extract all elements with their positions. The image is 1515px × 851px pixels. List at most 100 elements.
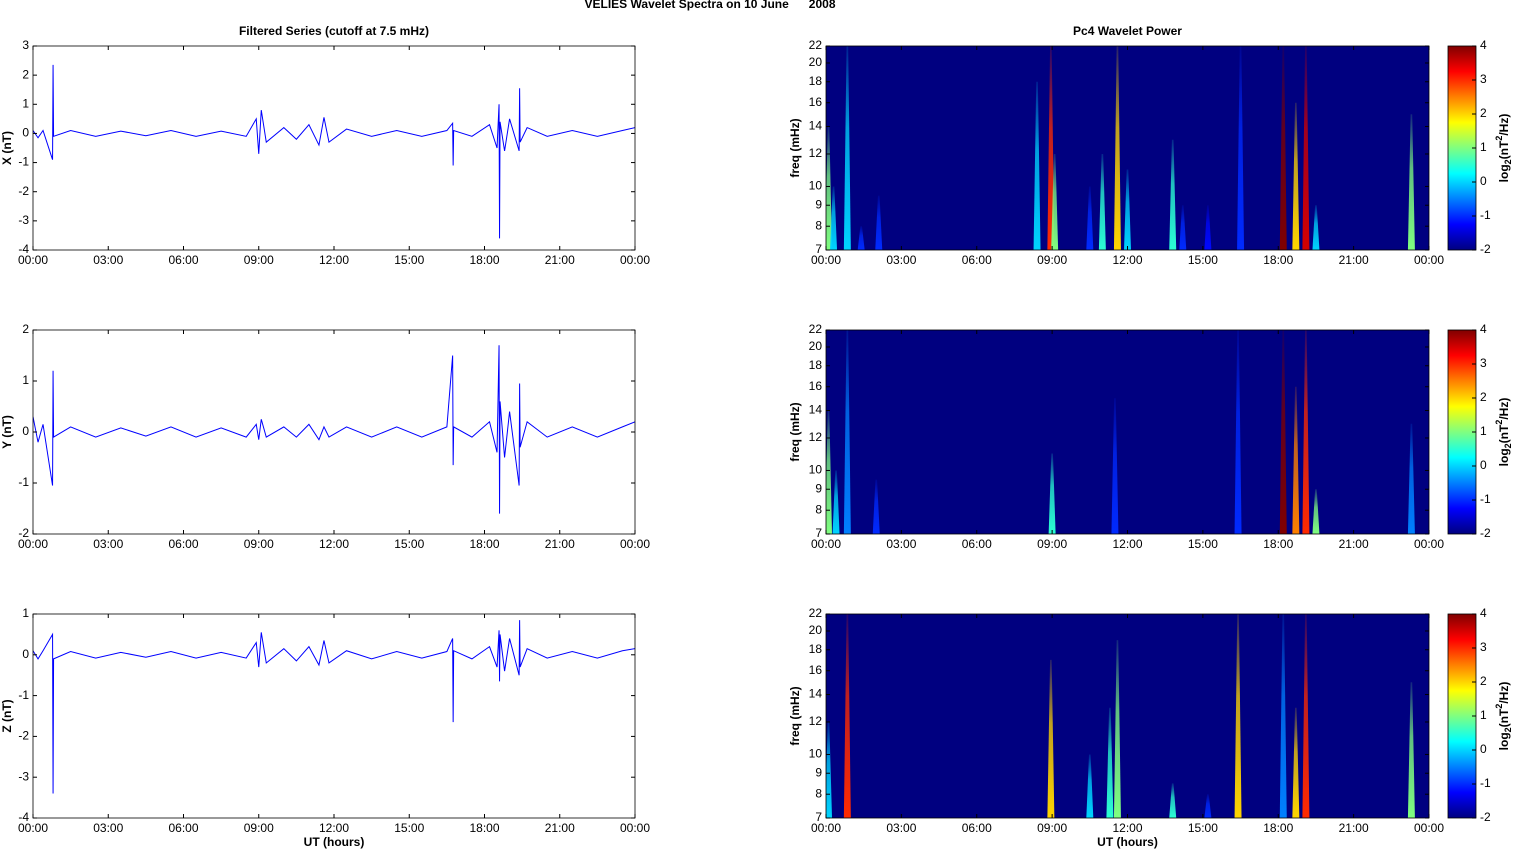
colorbar (1447, 613, 1477, 819)
colorbar-label-part: 2 (1494, 136, 1504, 141)
y-axis-label: Y (nT) (0, 415, 14, 449)
y-tick-label: 16 (809, 663, 823, 677)
x-tick-label: 03:00 (886, 821, 916, 835)
y-tick-label: -2 (18, 526, 29, 540)
power-burst (1169, 139, 1177, 250)
x-tick-label: 09:00 (244, 821, 274, 835)
power-burst (1048, 453, 1056, 534)
colorbar-tick-label: -2 (1480, 526, 1491, 540)
power-burst (1302, 46, 1310, 250)
power-burst (1111, 398, 1119, 534)
x-tick-label: 00:00 (811, 537, 841, 551)
x-axis-label: UT (hours) (304, 835, 365, 849)
x-tick-label: 18:00 (469, 537, 499, 551)
x-tick-label: 00:00 (18, 537, 48, 551)
x-tick-label: 21:00 (545, 253, 575, 267)
x-tick-label: 06:00 (962, 537, 992, 551)
x-tick-label: 15:00 (394, 537, 424, 551)
x-tick-label: 09:00 (244, 537, 274, 551)
y-tick-label: -1 (18, 155, 29, 169)
colorbar-tick-label: 1 (1480, 424, 1487, 438)
y-tick-label: 14 (809, 119, 823, 133)
x-tick-label: 06:00 (168, 253, 198, 267)
x-tick-label: 21:00 (1339, 537, 1369, 551)
panel-title: Filtered Series (cutoff at 7.5 mHz) (239, 24, 429, 38)
colorbar-label-part: (nT (1497, 424, 1511, 443)
x-tick-label: 09:00 (1037, 253, 1067, 267)
y-tick-label: 20 (809, 55, 823, 69)
x-tick-label: 21:00 (1339, 821, 1369, 835)
power-burst (832, 470, 840, 534)
x-tick-label: 15:00 (394, 821, 424, 835)
power-burst (1407, 114, 1415, 250)
power-burst (1169, 783, 1177, 818)
y-axis-label: X (nT) (0, 131, 14, 165)
y-tick-label: 12 (809, 714, 823, 728)
y-tick-label: -3 (18, 769, 29, 783)
spectrogram-background (826, 330, 1429, 534)
y-tick-label: 1 (22, 96, 29, 110)
spectrogram (826, 46, 1415, 250)
colorbar-label-part: 2 (1503, 159, 1513, 164)
y-tick-label: 20 (809, 339, 823, 353)
y-tick-label: 9 (815, 765, 822, 779)
x-tick-label: 09:00 (1037, 537, 1067, 551)
power-burst (1279, 614, 1287, 818)
plot-area (33, 614, 635, 818)
y-tick-label: 1 (22, 373, 29, 387)
x-tick-label: 12:00 (319, 253, 349, 267)
power-burst (1237, 46, 1245, 250)
x-tick-label: 15:00 (394, 253, 424, 267)
y-tick-label: 18 (809, 358, 823, 372)
x-tick-label: 12:00 (319, 821, 349, 835)
colorbar-label-part: log (1497, 732, 1511, 750)
spectrogram-background (826, 614, 1429, 818)
x-tick-label: 06:00 (168, 537, 198, 551)
power-burst (1312, 489, 1320, 534)
power-burst (1279, 330, 1287, 534)
colorbar-tick-label: 2 (1480, 106, 1487, 120)
y-tick-label: 10 (809, 179, 823, 193)
colorbar-label-part: /Hz) (1497, 114, 1511, 136)
colorbar-tick-label: 2 (1480, 674, 1487, 688)
colorbar-label-part: log (1497, 448, 1511, 466)
x-tick-label: 12:00 (1112, 821, 1142, 835)
x-tick-label: 00:00 (620, 537, 650, 551)
colorbar (1447, 329, 1477, 535)
power-burst (1051, 153, 1059, 250)
colorbar-tick-label: -1 (1480, 492, 1491, 506)
colorbar-label: log2(nT2/Hz) (1494, 682, 1513, 751)
x-tick-label: 00:00 (620, 253, 650, 267)
power-burst (1279, 46, 1287, 250)
y-tick-label: 22 (809, 606, 823, 620)
y-tick-label: 0 (22, 647, 29, 661)
power-burst (857, 226, 865, 250)
colorbar-tick-label: 0 (1480, 174, 1487, 188)
x-tick-label: 15:00 (1188, 253, 1218, 267)
colorbar-label-part: 2 (1503, 727, 1513, 732)
y-tick-label: 18 (809, 74, 823, 88)
colorbar-tick-label: -2 (1480, 242, 1491, 256)
colorbar-tick-label: 3 (1480, 356, 1487, 370)
power-burst (1292, 386, 1300, 534)
colorbar-tick-label: -2 (1480, 810, 1491, 824)
power-burst (1086, 754, 1094, 818)
x-tick-label: 06:00 (962, 253, 992, 267)
y-axis-label: freq (mHz) (788, 118, 802, 177)
y-tick-label: -3 (18, 213, 29, 227)
y-tick-label: 8 (815, 786, 822, 800)
power-burst (1179, 205, 1187, 250)
y-tick-label: -2 (18, 184, 29, 198)
x-tick-label: 18:00 (1263, 253, 1293, 267)
colorbar-tick-label: 2 (1480, 390, 1487, 404)
x-tick-label: 12:00 (319, 537, 349, 551)
power-burst (1302, 614, 1310, 818)
plot-area (33, 330, 635, 534)
figure-title: VELIES Wavelet Spectra on 10 June 2008 (585, 0, 836, 11)
power-burst (1234, 614, 1242, 818)
y-tick-label: -1 (18, 475, 29, 489)
y-tick-label: -1 (18, 688, 29, 702)
series-line (33, 64, 635, 239)
power-burst (1292, 707, 1300, 818)
